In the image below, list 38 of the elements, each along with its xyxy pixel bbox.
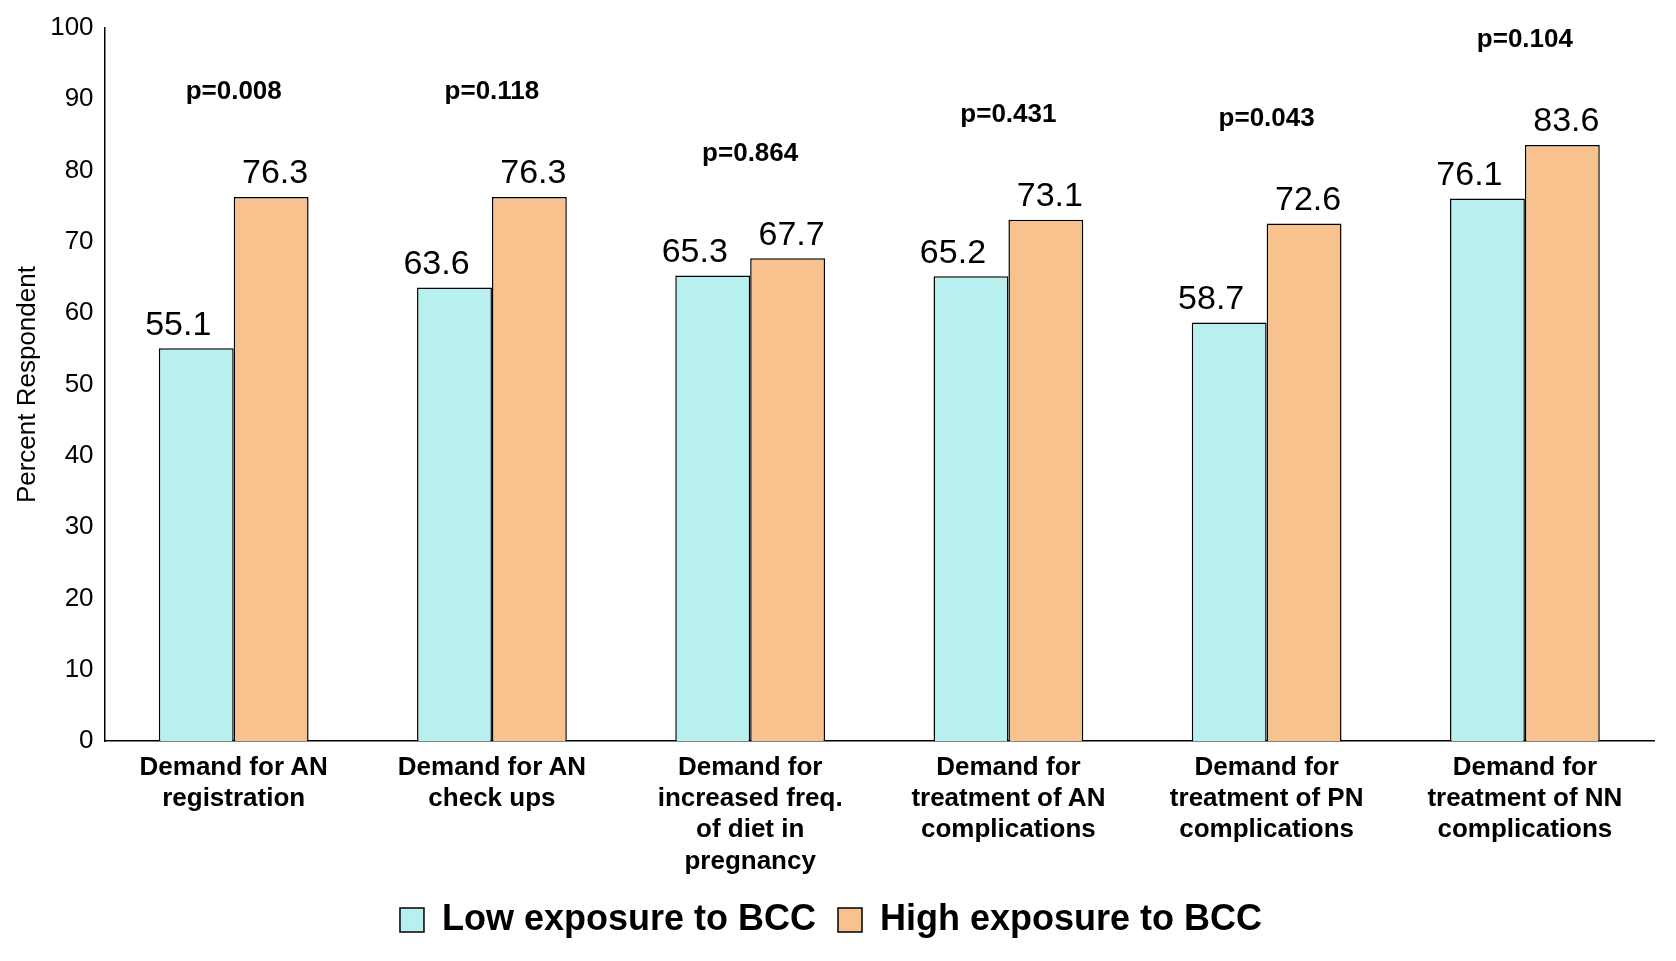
y-tick-label: 80: [64, 153, 94, 184]
data-label: 83.6: [1533, 100, 1600, 139]
x-tick-label: Demand for treatment of AN complications: [911, 750, 1106, 844]
x-tick-label: Demand for treatment of PN complications: [1169, 750, 1364, 844]
data-label: 55.1: [145, 303, 212, 342]
y-tick-label: 20: [64, 581, 94, 612]
data-label: 76.3: [242, 152, 309, 191]
y-tick-label: 50: [64, 367, 94, 398]
data-label: 76.1: [1436, 153, 1503, 192]
y-axis-title: Percent Respondent: [10, 265, 41, 504]
y-tick-label: 100: [50, 11, 94, 42]
legend-label: High exposure to BCC: [880, 896, 1263, 938]
x-tick-label: Demand for treatment of NN complications: [1427, 750, 1623, 844]
y-tick-label: 30: [64, 510, 94, 541]
annotation: p=0.043: [1218, 101, 1315, 132]
x-tick-label: Demand for increased freq. of diet in pregnancy: [657, 750, 843, 875]
data-label: 72.6: [1275, 178, 1342, 217]
annotation: p=0.431: [960, 98, 1057, 129]
data-label: 63.6: [403, 242, 470, 281]
y-tick-label: 40: [64, 439, 94, 470]
y-tick-label: 70: [64, 225, 94, 256]
annotation: p=0.864: [702, 136, 799, 167]
data-label: 58.7: [1178, 277, 1245, 316]
annotation: p=0.118: [444, 75, 540, 106]
x-tick-label: Demand for AN registration: [139, 750, 328, 813]
legend-label: Low exposure to BCC: [441, 896, 816, 938]
y-tick-label: 0: [79, 724, 94, 755]
y-tick-label: 90: [64, 82, 94, 113]
y-tick-label: 10: [64, 653, 94, 684]
data-label: 76.3: [500, 152, 567, 191]
annotation: p=0.104: [1476, 23, 1574, 54]
data-label: 73.1: [1016, 175, 1083, 214]
y-tick-label: 60: [64, 296, 94, 327]
data-label: 65.3: [661, 230, 728, 269]
data-label: 67.7: [758, 213, 825, 252]
annotation: p=0.008: [185, 75, 282, 106]
x-tick-label: Demand for AN check ups: [397, 750, 587, 813]
data-label: 65.2: [919, 231, 987, 270]
